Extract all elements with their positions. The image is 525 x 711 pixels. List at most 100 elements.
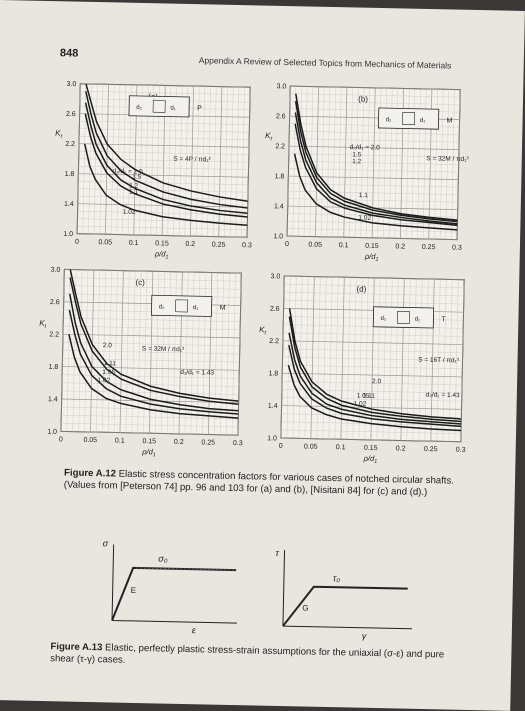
curve-1-02: [83, 143, 248, 226]
curve-1-02: [287, 365, 462, 432]
y-tick-label: 2.6: [270, 306, 280, 313]
x-tick-label: 0.3: [242, 242, 252, 249]
chart-panel-b: 0 0.05 0.1 0.15 0.2 0.25 0.3 1.0 1.4 1.8 2.2 2.6 3.0…: [265, 83, 469, 263]
curve-label: 1.02: [123, 209, 136, 216]
y-tick-label: 1.8: [275, 173, 285, 180]
grid-line-y: [282, 340, 463, 345]
grid-line-y: [78, 173, 249, 178]
notched-shaft-sketch: d₂ d₁ P: [128, 95, 202, 118]
curve-1-02: [68, 334, 239, 419]
grid-line-y: [288, 168, 459, 173]
grid-line-y: [63, 317, 241, 322]
curve-1-11: [69, 293, 239, 412]
grid-line-y: [78, 188, 249, 193]
y-tick-label: 1.0: [47, 429, 57, 436]
grid-line-y: [289, 138, 460, 143]
curve-label: 1.2: [352, 158, 362, 165]
x-axis-label: ρ/d1: [141, 447, 156, 458]
d1-label: d₁: [420, 118, 425, 124]
y-tick-label: 2.2: [275, 143, 285, 150]
curve-label: 1.05: [357, 392, 370, 399]
grid-line-y: [61, 423, 239, 428]
y-axis-label: Kt: [55, 129, 63, 140]
panel-label: (b): [358, 95, 368, 104]
y-axis-label: Kt: [265, 131, 273, 142]
grid-line-y: [61, 382, 239, 387]
curve-label: 1.11: [363, 393, 376, 400]
x-tick-label: 0.25: [422, 244, 436, 251]
curve-2-0: [295, 93, 458, 221]
load-label: T: [441, 316, 446, 323]
grid-line-y: [281, 389, 462, 394]
x-axis-label: ρ/d1: [363, 454, 378, 465]
notched-shaft-sketch: d₂ d₁ M: [377, 107, 453, 130]
x-tick-label: 0.1: [339, 242, 349, 249]
grid-line-y: [282, 364, 463, 370]
x-tick-label: 0.25: [212, 241, 226, 248]
grid-line-y: [79, 135, 250, 140]
x-tick-label: 0.2: [396, 445, 406, 452]
y-tick-label: 2.6: [276, 113, 286, 120]
curve-label: d₂/d₁ = 1.43: [426, 391, 460, 399]
grid-line-y: [61, 390, 239, 395]
y-tick-label: 1.8: [268, 370, 278, 377]
load-label: M: [446, 117, 452, 124]
E-label: E: [131, 586, 137, 595]
curve-label: 1.05: [102, 369, 115, 376]
y-tick-label: 1.4: [268, 403, 278, 410]
d2-label: d₂: [159, 304, 165, 310]
curve-1-11: [288, 332, 462, 425]
curve-label: d₂/d₁ = 2.0: [112, 168, 143, 176]
x-tick-label: 0.05: [98, 239, 112, 246]
y-tick-label: 2.6: [50, 299, 60, 306]
curve-2-0: [85, 83, 248, 202]
x-tick-label: 0.3: [456, 447, 466, 454]
x-tick-label: 0: [285, 241, 289, 248]
grid-line-y: [64, 277, 242, 282]
grid-line-y: [77, 233, 248, 238]
grid-line-y: [77, 218, 248, 223]
curve-label: 1.1: [359, 192, 369, 199]
chart-panel-a: 0 0.05 0.1 0.15 0.2 0.25 0.3 1.0 1.4 1.8 2.2 2.6 3.0…: [55, 81, 252, 261]
x-tick-label: 0.3: [233, 440, 243, 447]
curve-1-2: [294, 112, 458, 225]
curve-label: 1.2: [129, 182, 139, 189]
x-tick-label: 0.05: [304, 443, 318, 450]
grid-line-y: [288, 145, 459, 150]
grid-line-y: [77, 195, 248, 200]
grid-line-y: [288, 183, 459, 188]
epsilon-axis-label: ε: [192, 625, 197, 635]
grid-line-y: [289, 130, 460, 135]
grid-line-y: [80, 90, 251, 95]
curve-2-0: [69, 269, 239, 402]
curve-label: d₂/d₁ = 2.0: [350, 144, 381, 152]
sigma-axis-label: σ: [103, 538, 109, 548]
grid-line-y: [64, 269, 242, 274]
y-axis-label: Kt: [259, 325, 267, 336]
y-tick-label: 1.0: [267, 435, 277, 442]
grid-line-y: [64, 285, 241, 290]
grid-line-y: [61, 406, 239, 411]
curve-1-5: [294, 101, 458, 223]
curve-label: d₂/d₁ = 1.43: [180, 369, 214, 377]
curve-label: 1.02: [354, 400, 367, 407]
x-tick-label: 0.25: [201, 439, 215, 446]
d1-label: d₁: [170, 106, 175, 112]
grid-line-y: [288, 190, 459, 195]
curve-label: 1.11: [104, 360, 117, 367]
y-tick-label: 3.0: [51, 267, 61, 274]
y-tick-label: 3.0: [66, 81, 76, 88]
x-tick-label: 0.05: [83, 437, 97, 444]
grid-line-y: [60, 431, 238, 436]
curve-label: 1.5: [352, 151, 362, 158]
d1-label: d₁: [193, 305, 198, 311]
x-tick-label: 0.15: [142, 438, 156, 445]
x-tick-label: 0.1: [129, 240, 139, 247]
x-tick-label: 0.25: [424, 446, 438, 453]
d2-label: d₂: [381, 316, 387, 322]
curve-2-0: [288, 308, 462, 420]
figure-a13-diagrams: σ σ₀ E ε τ τ₀ G γ: [103, 538, 412, 641]
grid-line-y: [283, 332, 464, 337]
x-tick-label: 0.15: [364, 445, 378, 452]
gamma-axis-label: γ: [362, 631, 367, 641]
